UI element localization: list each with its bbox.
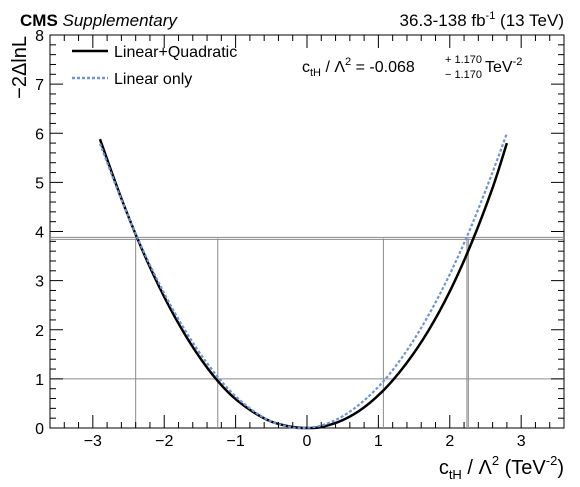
reference-lines [50, 236, 564, 428]
x-tick-label: −2 [155, 433, 173, 450]
y-axis-title: −2ΔlnL [9, 36, 31, 99]
y-tick-label: 2 [35, 323, 44, 340]
axis-ticks: −3 −2 −1 0 1 2 3 0 1 2 3 4 5 6 7 8 [35, 28, 565, 450]
legend-label-linear-only: Linear only [114, 71, 192, 88]
y-tick-label: 1 [35, 372, 44, 389]
fit-uncertainty-up: + 1.170 [445, 54, 482, 66]
legend-label-linear-quadratic: Linear+Quadratic [114, 44, 237, 61]
experiment-suffix: Supplementary [63, 11, 179, 30]
x-tick-label: 2 [445, 433, 454, 450]
luminosity-label: 36.3-138 fb-1 (13 TeV) [400, 10, 564, 30]
curves [98, 132, 509, 430]
x-tick-label: 1 [374, 433, 383, 450]
experiment-name: CMS [20, 11, 58, 30]
x-tick-label: 0 [303, 433, 312, 450]
series-line-linear-only [98, 132, 508, 430]
x-tick-label: 3 [517, 433, 526, 450]
y-tick-label: 0 [35, 421, 44, 438]
experiment-label: CMS Supplementary [20, 11, 178, 30]
fit-result-unit: TeV-2 [485, 56, 522, 76]
legend: Linear+Quadratic Linear only [72, 44, 237, 88]
x-tick-label: −1 [226, 433, 244, 450]
y-tick-label: 3 [35, 274, 44, 291]
fit-uncertainty-down: − 1.170 [445, 69, 482, 81]
fit-result-annotation: ctH / Λ2 = -0.068 [302, 56, 415, 79]
x-tick-label: −3 [84, 433, 102, 450]
y-tick-label: 6 [35, 126, 44, 143]
y-tick-label: 7 [35, 77, 44, 94]
y-tick-label: 5 [35, 175, 44, 192]
y-tick-label: 8 [35, 28, 44, 45]
x-axis-title: ctH / Λ2 (TeV-2) [439, 453, 564, 482]
y-tick-label: 4 [35, 225, 44, 242]
plot-frame [49, 34, 565, 429]
